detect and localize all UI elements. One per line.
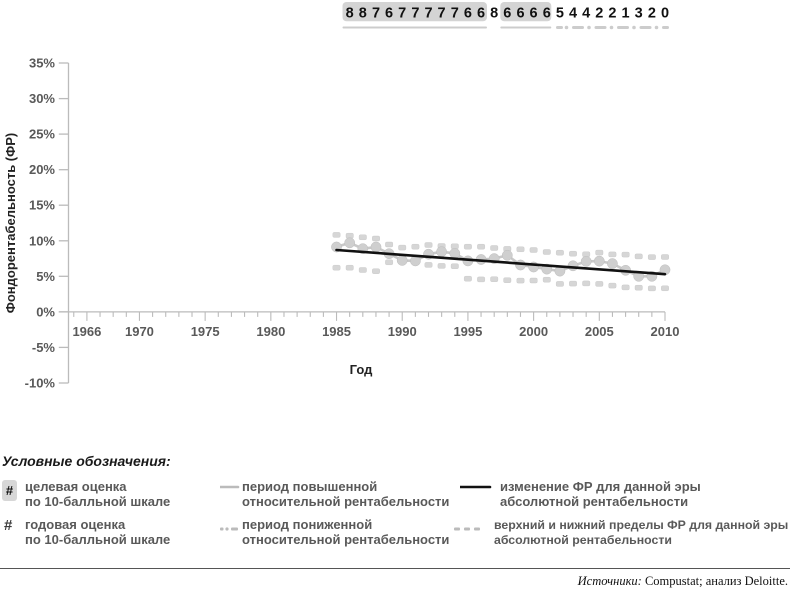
svg-text:7: 7 [411, 6, 419, 22]
svg-text:2010: 2010 [651, 324, 680, 339]
svg-text:7: 7 [424, 6, 432, 22]
svg-text:4: 4 [582, 6, 590, 22]
svg-text:7: 7 [451, 6, 459, 22]
svg-text:0%: 0% [36, 304, 55, 319]
svg-text:8: 8 [490, 6, 498, 22]
svg-text:1970: 1970 [125, 324, 154, 339]
svg-text:5%: 5% [36, 269, 55, 284]
svg-text:1975: 1975 [191, 324, 220, 339]
svg-text:Фондорентабельность (ФР): Фондорентабельность (ФР) [3, 133, 18, 313]
svg-text:7: 7 [372, 6, 380, 22]
svg-text:15%: 15% [29, 198, 55, 213]
svg-text:5: 5 [556, 6, 564, 22]
svg-text:8: 8 [346, 6, 354, 22]
svg-text:6: 6 [543, 6, 551, 22]
svg-text:1990: 1990 [388, 324, 417, 339]
svg-text:10%: 10% [29, 233, 55, 248]
svg-text:2: 2 [595, 6, 603, 22]
svg-text:7: 7 [438, 6, 446, 22]
svg-text:-10%: -10% [25, 376, 56, 391]
svg-text:35%: 35% [29, 56, 55, 71]
svg-text:6: 6 [464, 6, 472, 22]
svg-text:Год: Год [350, 362, 373, 377]
svg-text:2: 2 [608, 6, 616, 22]
svg-text:1985: 1985 [322, 324, 351, 339]
svg-text:1: 1 [622, 6, 630, 22]
svg-text:4: 4 [569, 6, 577, 22]
svg-text:3: 3 [635, 6, 643, 22]
svg-text:2000: 2000 [519, 324, 548, 339]
svg-text:1995: 1995 [453, 324, 482, 339]
svg-text:2: 2 [648, 6, 656, 22]
svg-text:-5%: -5% [32, 340, 56, 355]
svg-text:6: 6 [385, 6, 393, 22]
svg-text:0: 0 [661, 6, 669, 22]
svg-text:25%: 25% [29, 127, 55, 142]
svg-text:20%: 20% [29, 162, 55, 177]
svg-text:6: 6 [477, 6, 485, 22]
svg-text:6: 6 [530, 6, 538, 22]
svg-text:7: 7 [398, 6, 406, 22]
svg-text:6: 6 [516, 6, 524, 22]
svg-text:8: 8 [359, 6, 367, 22]
svg-text:30%: 30% [29, 91, 55, 106]
svg-text:2005: 2005 [585, 324, 614, 339]
svg-text:6: 6 [503, 6, 511, 22]
svg-text:1980: 1980 [256, 324, 285, 339]
svg-text:1966: 1966 [72, 324, 101, 339]
